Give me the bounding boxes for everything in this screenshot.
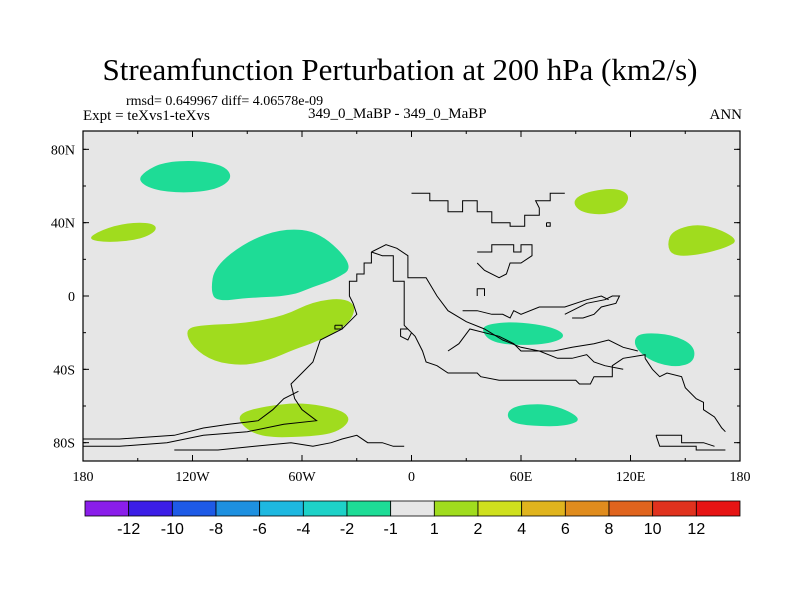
x-tick-label: 0	[408, 470, 415, 485]
coastline-pacific-island	[334, 324, 343, 330]
colorbar-swatch	[302, 500, 348, 517]
contour-region-south-indian-low	[507, 404, 578, 427]
y-tick-label: 40S	[53, 363, 75, 378]
colorbar-swatch	[652, 500, 697, 517]
colorbar-swatch	[695, 500, 741, 517]
contour-region-north-pacific-high	[668, 225, 735, 256]
chart-title: Streamfunction Perturbation at 200 hPa (…	[102, 52, 698, 87]
colorbar-swatch	[171, 500, 217, 517]
y-tick-label: 80S	[53, 437, 75, 452]
coastline-africa-coast	[83, 252, 372, 447]
colorbar-label: 12	[687, 521, 705, 538]
colorbar-swatch	[259, 500, 304, 517]
colorbar-label: -10	[161, 521, 184, 538]
colorbar-label: -2	[340, 521, 354, 538]
colorbar-label: 1	[430, 521, 439, 538]
coastline-australia-block	[644, 358, 726, 433]
colorbar-label: -6	[253, 521, 267, 538]
colorbar-label: -4	[296, 521, 310, 538]
season-label: ANN	[709, 107, 743, 123]
coastline-asia-coast	[371, 251, 646, 385]
y-tick-label: 80N	[51, 143, 75, 158]
colorbar-swatch	[608, 500, 654, 517]
x-tick-label: 120W	[175, 470, 210, 485]
coastline-mideast-block	[476, 244, 533, 279]
stats-text: rmsd= 0.649967 diff= 4.06578e-09	[126, 94, 324, 109]
coastline-nz-outline	[656, 434, 715, 447]
colorbar-swatch	[433, 500, 479, 517]
case-label: 349_0_MaBP - 349_0_MaBP	[308, 106, 487, 122]
contour-region-siberia-high	[574, 189, 629, 215]
x-tick-label: 180	[730, 470, 751, 485]
colorbar-swatch	[84, 500, 130, 517]
contour-region-indian-ocean-low	[483, 322, 564, 345]
coastline-antarctic-peninsula	[83, 390, 299, 440]
colorbar-swatch	[521, 500, 566, 517]
colorbar-label: 8	[605, 521, 614, 538]
contour-region-australia-low	[634, 333, 695, 367]
colorbar-swatch	[346, 500, 392, 517]
y-tick-label: 0	[68, 290, 75, 305]
x-tick-label: 120E	[616, 470, 646, 485]
coastline-mid-asia-block	[462, 295, 609, 319]
colorbar-label: -12	[117, 521, 140, 538]
x-tick-label: 60W	[288, 470, 316, 485]
colorbar-label: 6	[561, 521, 570, 538]
coastline-nz-block	[655, 435, 726, 451]
colorbar-swatch	[215, 500, 261, 517]
colorbar-swatch	[128, 500, 173, 517]
coastline-japan-block	[476, 288, 485, 296]
contour-region-southern-ocean-high	[239, 403, 349, 438]
experiment-label: Expt = teXvs1-teXvs	[83, 108, 210, 124]
contour-region-south-pacific-high	[187, 299, 355, 365]
coastline-arabia-strip	[400, 328, 412, 341]
coastline-europe-block	[411, 192, 565, 227]
contour-region-tropical-east-pacific-low	[211, 229, 349, 301]
coastline-india-block	[447, 328, 624, 370]
colorbar-swatch	[564, 500, 610, 517]
colorbar-label: 10	[644, 521, 662, 538]
y-tick-label: 40N	[51, 217, 75, 232]
contour-region-west-pacific-high	[91, 222, 156, 242]
colorbar-swatch	[390, 500, 435, 517]
colorbar-label: -1	[384, 521, 398, 538]
colorbar-label: -8	[209, 521, 223, 538]
x-tick-label: 180	[73, 470, 94, 485]
x-tick-label: 60E	[510, 470, 533, 485]
coastline-se-asia-block	[564, 295, 621, 319]
coastline-antarctic-shelf	[174, 434, 405, 451]
coastline-caspian	[546, 222, 551, 227]
colorbar-label: 4	[517, 521, 526, 538]
colorbar-label: 2	[474, 521, 483, 538]
contour-region-north-pacific-low	[140, 161, 231, 193]
colorbar-swatch	[477, 500, 523, 517]
